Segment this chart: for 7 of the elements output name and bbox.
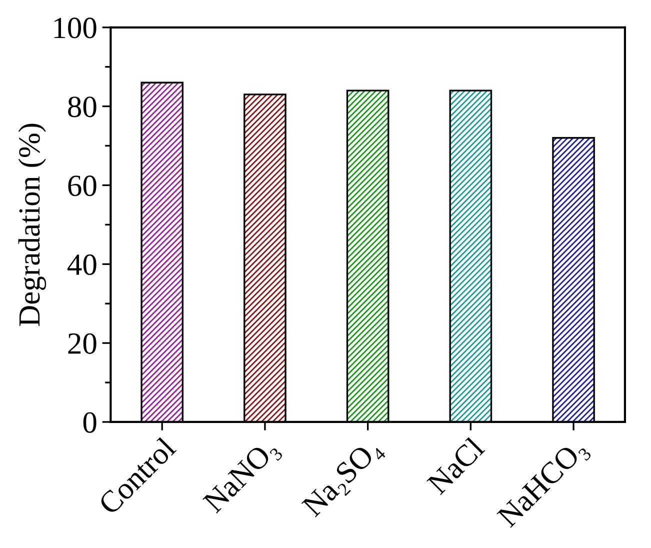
y-tick-label: 40 [68,254,96,276]
y-tick-label: 60 [68,176,96,196]
y-axis-title: Degradation (%) [18,124,46,326]
y-tick-label: 100 [54,18,96,38]
y-tick-label: 20 [68,333,96,354]
y-tick-label: 80 [68,96,96,118]
y-tick-label: 0 [83,412,96,433]
